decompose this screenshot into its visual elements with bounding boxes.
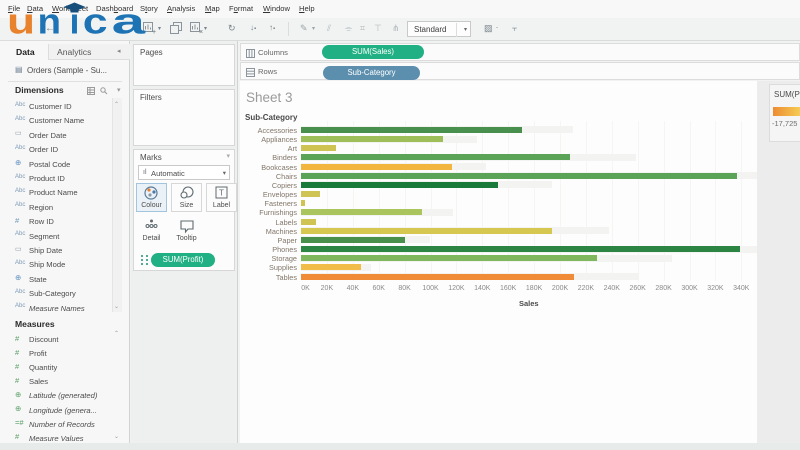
svg-text:T: T: [219, 189, 224, 198]
svg-text:+: +: [152, 29, 156, 34]
svg-text:a: a: [112, 1, 146, 42]
svg-text:n: n: [38, 1, 62, 42]
svg-text:c: c: [83, 1, 108, 42]
svg-text:×: ×: [199, 29, 203, 34]
svg-text:i: i: [70, 1, 80, 42]
svg-text:u: u: [7, 1, 35, 41]
